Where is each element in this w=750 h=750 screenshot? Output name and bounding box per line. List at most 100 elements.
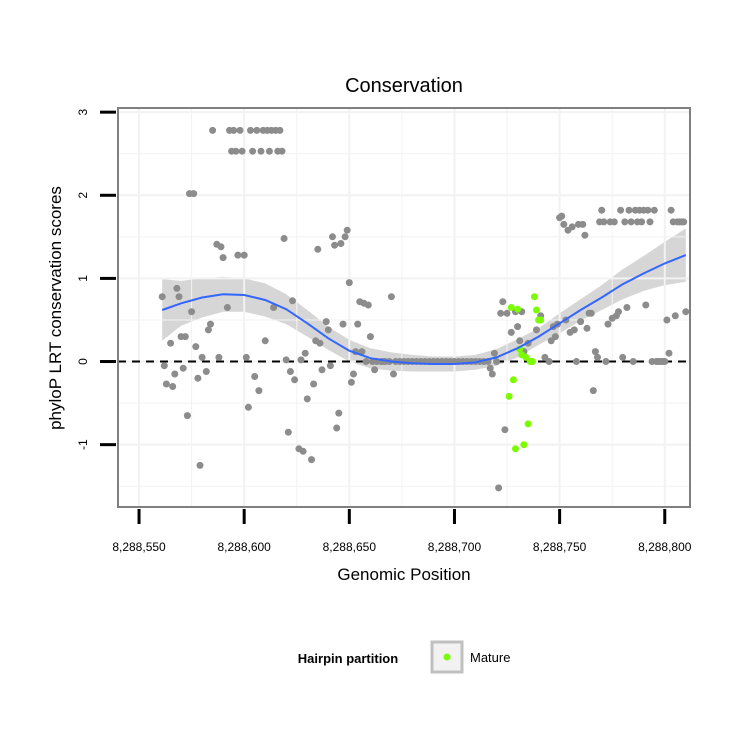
data-point — [337, 240, 345, 247]
data-point — [644, 206, 652, 214]
data-point — [179, 364, 187, 372]
x-tick-label: 8,288,700 — [428, 540, 482, 554]
legend-title: Hairpin partition — [298, 651, 398, 666]
data-point — [251, 373, 259, 380]
data-point — [308, 456, 315, 464]
data-point — [326, 362, 334, 370]
data-point — [486, 364, 494, 372]
data-point — [589, 387, 597, 395]
mature-data-point — [507, 304, 515, 311]
mature-data-point — [528, 358, 536, 365]
data-point — [617, 206, 625, 214]
data-point — [488, 370, 496, 378]
chart-title: Conservation — [345, 75, 463, 97]
x-tick-label: 8,288,750 — [533, 540, 587, 554]
data-point — [194, 374, 202, 382]
data-point — [335, 409, 343, 417]
data-point — [265, 147, 273, 155]
data-point — [209, 126, 217, 134]
data-point — [343, 226, 351, 234]
data-point — [577, 318, 585, 326]
legend: Hairpin partition Mature — [298, 640, 510, 674]
data-point — [282, 356, 290, 364]
data-point — [160, 362, 168, 370]
data-point — [297, 356, 305, 364]
data-point — [322, 318, 330, 326]
data-point — [284, 428, 292, 436]
data-point — [324, 326, 332, 334]
data-point — [190, 190, 198, 198]
data-point — [202, 368, 210, 375]
mature-data-point — [520, 441, 528, 449]
data-point — [533, 326, 540, 334]
data-point — [207, 320, 214, 328]
data-point — [560, 220, 568, 228]
data-point — [301, 349, 309, 357]
data-point — [318, 366, 326, 374]
data-point — [341, 233, 349, 241]
x-axis: 8,288,550 8,288,600 8,288,650 8,288,700 8,28… — [112, 509, 692, 554]
panel-border — [117, 107, 691, 508]
data-point — [232, 147, 240, 155]
data-point — [610, 218, 618, 226]
data-point — [219, 254, 227, 262]
data-point — [516, 337, 524, 345]
data-point — [663, 316, 671, 324]
data-point — [490, 349, 498, 357]
data-point — [598, 206, 606, 214]
data-point — [236, 126, 244, 134]
data-point — [249, 147, 257, 155]
data-point — [234, 251, 242, 259]
mature-data-point — [524, 420, 532, 428]
data-point — [661, 358, 669, 365]
data-point — [499, 298, 507, 306]
x-tick-label: 8,288,650 — [323, 540, 377, 554]
data-point — [642, 301, 650, 309]
mature-data-point — [514, 305, 522, 313]
legend-label-mature: Mature — [470, 650, 510, 665]
data-point — [198, 353, 206, 361]
data-point — [169, 383, 177, 390]
data-point — [366, 333, 374, 341]
data-point — [638, 218, 646, 226]
data-point — [204, 326, 212, 334]
data-point — [280, 235, 288, 242]
y-tick-label: 1 — [76, 275, 90, 282]
data-point — [572, 358, 580, 365]
data-point — [514, 323, 522, 331]
data-point — [665, 349, 673, 357]
x-tick-label: 8,288,600 — [217, 540, 271, 554]
data-point — [171, 370, 179, 378]
data-point — [167, 339, 175, 347]
data-point — [619, 353, 627, 361]
legend-key-mature-dot — [443, 653, 451, 661]
data-point — [175, 293, 183, 301]
y-tick-label: -1 — [76, 439, 90, 450]
data-point — [625, 206, 633, 214]
data-point — [347, 378, 355, 386]
data-point — [286, 368, 294, 375]
data-point — [345, 279, 353, 287]
x-axis-title: Genomic Position — [337, 565, 470, 584]
data-point — [602, 358, 610, 365]
mature-points-layer — [505, 293, 545, 453]
data-point — [646, 218, 654, 226]
y-tick-label: 0 — [76, 358, 90, 365]
points-layer — [158, 126, 690, 492]
data-point — [671, 312, 679, 320]
data-point — [257, 147, 265, 155]
data-point — [570, 326, 578, 334]
data-point — [503, 309, 511, 317]
data-point — [255, 387, 263, 395]
x-tick-label: 8,288,800 — [638, 540, 692, 554]
data-point — [354, 320, 362, 328]
data-point — [545, 358, 553, 365]
data-point — [371, 366, 379, 374]
data-point — [230, 126, 238, 134]
data-point — [390, 370, 397, 378]
data-point — [579, 220, 587, 228]
data-point — [350, 370, 357, 378]
data-point — [240, 251, 248, 259]
data-point — [594, 353, 601, 361]
data-point — [238, 147, 246, 155]
